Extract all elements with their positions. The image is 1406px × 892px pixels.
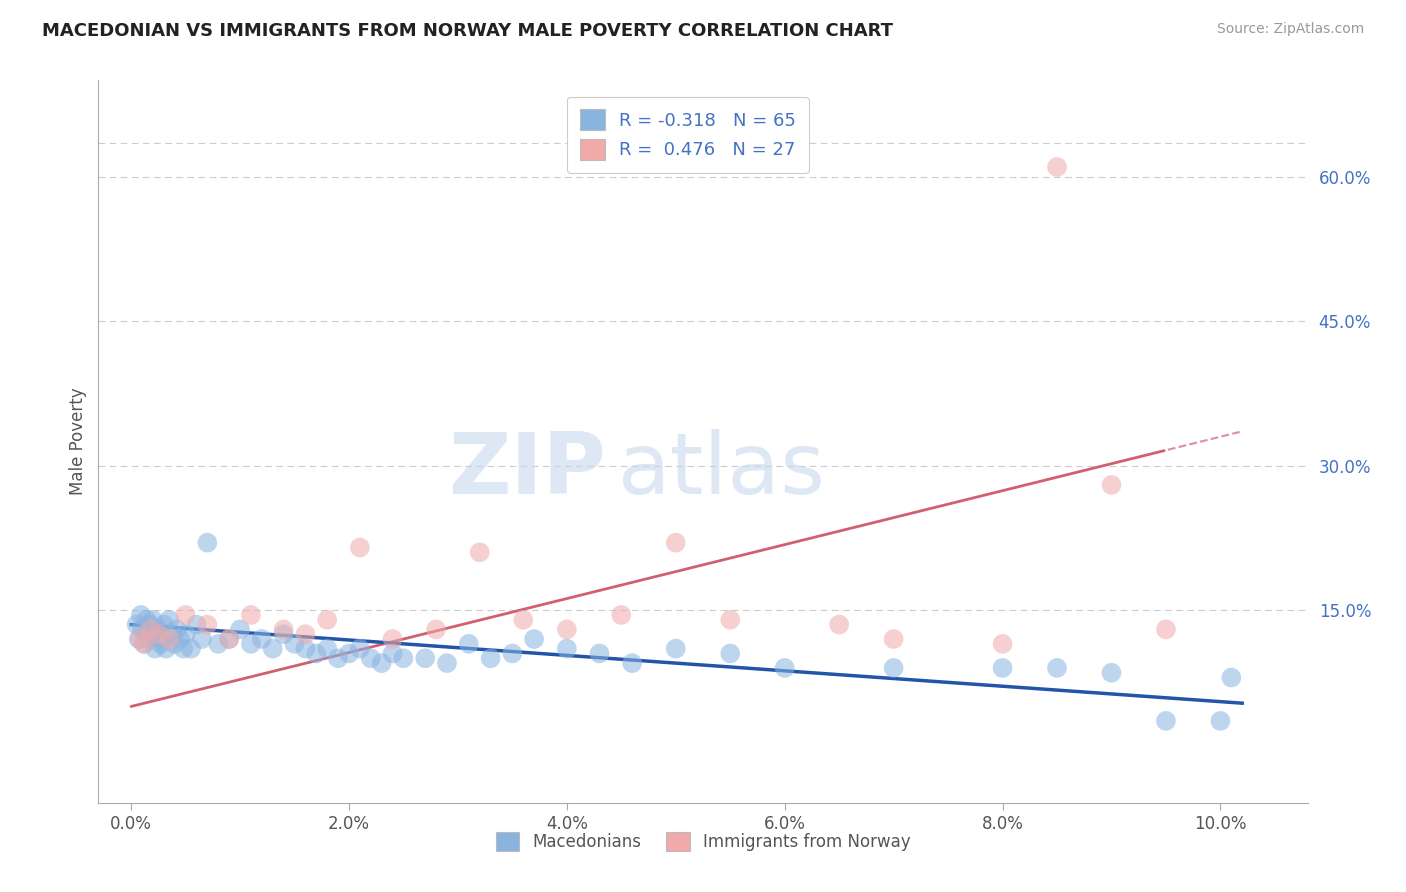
Point [665,535,688,549]
Point [381,647,404,661]
Point [1154,623,1177,637]
Point [1046,160,1069,174]
Point [468,545,491,559]
Point [828,617,851,632]
Point [621,656,644,670]
Point [152,617,174,632]
Point [174,627,197,641]
Point [1209,714,1232,728]
Point [229,623,252,637]
Point [139,632,162,646]
Point [294,627,316,641]
Point [128,632,150,646]
Point [186,617,208,632]
Point [883,632,905,646]
Point [148,623,170,637]
Text: ZIP: ZIP [449,429,606,512]
Point [457,637,479,651]
Point [501,647,523,661]
Point [180,641,202,656]
Point [349,541,371,555]
Point [169,632,191,646]
Point [1101,478,1123,492]
Point [195,617,218,632]
Point [392,651,415,665]
Point [370,656,392,670]
Point [316,641,339,656]
Point [283,637,305,651]
Point [479,651,502,665]
Point [718,647,741,661]
Point [273,623,295,637]
Point [218,632,240,646]
Point [991,661,1014,675]
Point [148,627,170,641]
Point [174,607,197,622]
Point [239,637,262,651]
Point [149,637,172,651]
Point [294,641,316,656]
Y-axis label: Male Poverty: Male Poverty [69,388,87,495]
Point [1220,671,1243,685]
Point [138,617,160,632]
Point [305,647,328,661]
Point [134,637,156,651]
Text: MACEDONIAN VS IMMIGRANTS FROM NORWAY MALE POVERTY CORRELATION CHART: MACEDONIAN VS IMMIGRANTS FROM NORWAY MAL… [42,22,893,40]
Point [207,637,229,651]
Point [991,637,1014,651]
Point [129,607,152,622]
Point [125,617,148,632]
Point [218,632,240,646]
Point [326,651,349,665]
Point [172,641,194,656]
Point [136,627,159,641]
Text: Source: ZipAtlas.com: Source: ZipAtlas.com [1216,22,1364,37]
Point [436,656,458,670]
Point [555,623,578,637]
Point [128,632,150,646]
Point [157,613,180,627]
Point [191,632,214,646]
Point [262,641,284,656]
Point [155,641,177,656]
Point [143,641,166,656]
Text: atlas: atlas [619,429,827,512]
Point [337,647,360,661]
Point [610,607,633,622]
Point [157,632,180,646]
Point [665,641,688,656]
Point [195,535,218,549]
Point [588,647,610,661]
Point [239,607,262,622]
Point [1046,661,1069,675]
Point [273,627,295,641]
Point [718,613,741,627]
Legend: Macedonians, Immigrants from Norway: Macedonians, Immigrants from Norway [488,823,918,860]
Point [523,632,546,646]
Point [163,637,186,651]
Point [162,627,184,641]
Point [135,613,157,627]
Point [150,632,173,646]
Point [555,641,578,656]
Point [316,613,339,627]
Point [134,637,156,651]
Point [425,623,447,637]
Point [142,613,165,627]
Point [131,623,153,637]
Point [146,627,169,641]
Point [250,632,273,646]
Point [166,623,188,637]
Point [883,661,905,675]
Point [139,623,162,637]
Point [413,651,436,665]
Point [773,661,796,675]
Point [512,613,534,627]
Point [360,651,382,665]
Point [349,641,371,656]
Point [1101,665,1123,680]
Point [1154,714,1177,728]
Point [381,632,404,646]
